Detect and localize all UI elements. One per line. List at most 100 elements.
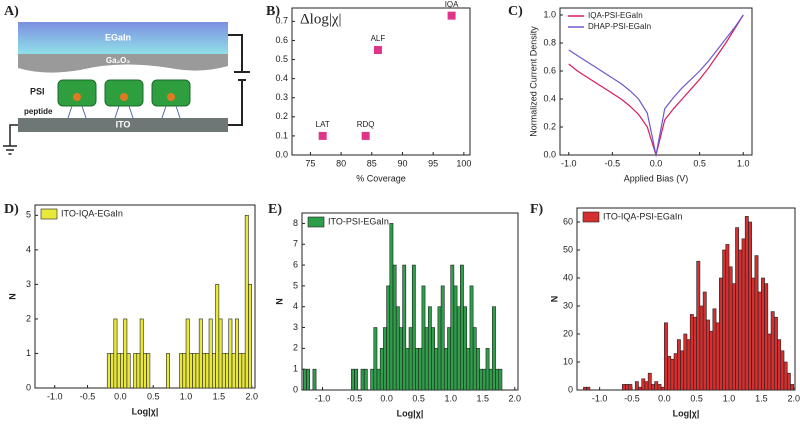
bar: [182, 353, 187, 389]
bar: [198, 318, 203, 389]
bar: [780, 350, 785, 391]
diagram-a: A) EGaIn Ga₂O₃ PSI peptide ITO: [3, 4, 250, 155]
bar: [654, 381, 659, 391]
bar: [360, 368, 365, 391]
bar: [434, 348, 439, 391]
legend-label: ITO-IQA-PSI-EGaIn: [603, 211, 682, 221]
bar: [143, 353, 147, 389]
bar: [702, 291, 707, 391]
bar: [383, 327, 387, 391]
y-tick-label: 8: [293, 218, 298, 228]
bar: [748, 221, 752, 391]
bar: [120, 353, 124, 389]
panel-letter: D): [4, 202, 19, 217]
bar: [767, 333, 772, 391]
point: [373, 46, 382, 54]
bar: [761, 277, 765, 391]
x-tick-label: -1.0: [47, 391, 63, 401]
x-tick-label: 2.0: [245, 391, 258, 401]
y-tick-label: 0.8: [543, 37, 556, 47]
y-tick-label: 0.7: [275, 16, 288, 26]
bar: [744, 216, 749, 391]
bar: [482, 368, 487, 391]
bar: [651, 384, 655, 391]
bar: [495, 368, 500, 391]
y-axis-label: N: [7, 293, 17, 300]
bar: [664, 322, 668, 391]
bar: [192, 353, 197, 389]
bar: [472, 327, 477, 391]
ground: [3, 124, 18, 155]
x-tick-label: 0.5: [693, 158, 706, 168]
y-tick-label: 1: [293, 364, 298, 374]
egain-layer: [18, 22, 228, 54]
bar: [673, 353, 678, 391]
x-axis-label: Log|χ|: [673, 408, 700, 418]
bar: [376, 368, 381, 391]
bar: [498, 368, 503, 391]
x-tick-label: 2.0: [787, 393, 800, 403]
bar: [680, 350, 685, 391]
bar: [437, 306, 442, 391]
y-tick-label: 0: [293, 384, 298, 394]
y-tick-label: 4: [26, 244, 31, 254]
y-axis-label: Normalized Current Density: [528, 26, 538, 137]
x-tick-label: 75: [305, 158, 315, 168]
panel-letter: A): [4, 4, 19, 19]
x-tick-label: 85: [367, 158, 377, 168]
bar: [693, 316, 697, 391]
psi-label: PSI: [30, 86, 45, 96]
oxide-layer: [18, 54, 228, 73]
bar: [634, 381, 639, 391]
x-tick-label: 100: [456, 158, 471, 168]
bar: [106, 353, 111, 389]
x-axis-label: Log|χ|: [132, 406, 159, 416]
y-tick-label: 5: [26, 210, 31, 220]
bar: [660, 386, 665, 391]
bar: [411, 264, 416, 391]
bar: [492, 306, 496, 391]
panel-letter: F): [530, 202, 544, 217]
x-tick-label: 0.0: [380, 393, 393, 403]
bar: [725, 244, 730, 391]
point-label: ALF: [371, 34, 386, 43]
x-tick-label: 0.5: [147, 391, 160, 401]
x-tick-label: 95: [428, 158, 438, 168]
x-tick-label: 1.0: [180, 391, 193, 401]
x-axis-label: Applied Bias (V): [624, 173, 689, 183]
y-tick-label: 50: [563, 244, 573, 254]
y-tick-label: 2: [26, 313, 31, 323]
y-tick-label: 3: [293, 322, 298, 332]
panel-letter: B): [266, 4, 280, 19]
y-tick-label: 0: [568, 384, 573, 394]
y-axis-label: N: [549, 296, 559, 303]
y-tick-label: 0.6: [543, 65, 556, 75]
y-tick-label: 0.1: [275, 130, 288, 140]
bar: [485, 348, 490, 391]
bar: [686, 339, 691, 391]
peptides: [67, 105, 181, 119]
bar: [218, 318, 223, 389]
x-tick-label: 80: [336, 158, 346, 168]
point-label: RDQ: [357, 120, 375, 129]
legend-swatch: [307, 216, 325, 228]
point: [318, 131, 327, 140]
y-tick-label: 0.5: [275, 54, 288, 64]
bar: [248, 284, 253, 389]
plot-frame: [291, 7, 471, 156]
bar: [123, 318, 128, 389]
bar: [399, 327, 403, 391]
bar: [647, 372, 652, 391]
bar: [363, 368, 368, 391]
bar: [712, 308, 717, 391]
bar: [469, 285, 474, 391]
bar: [731, 283, 736, 391]
bar: [709, 330, 714, 391]
bar: [715, 322, 720, 391]
bar: [719, 277, 723, 391]
bar: [215, 284, 220, 389]
y-tick-label: 30: [563, 300, 573, 310]
x-tick-label: 1.5: [476, 393, 489, 403]
y-tick-label: 4: [293, 301, 298, 311]
